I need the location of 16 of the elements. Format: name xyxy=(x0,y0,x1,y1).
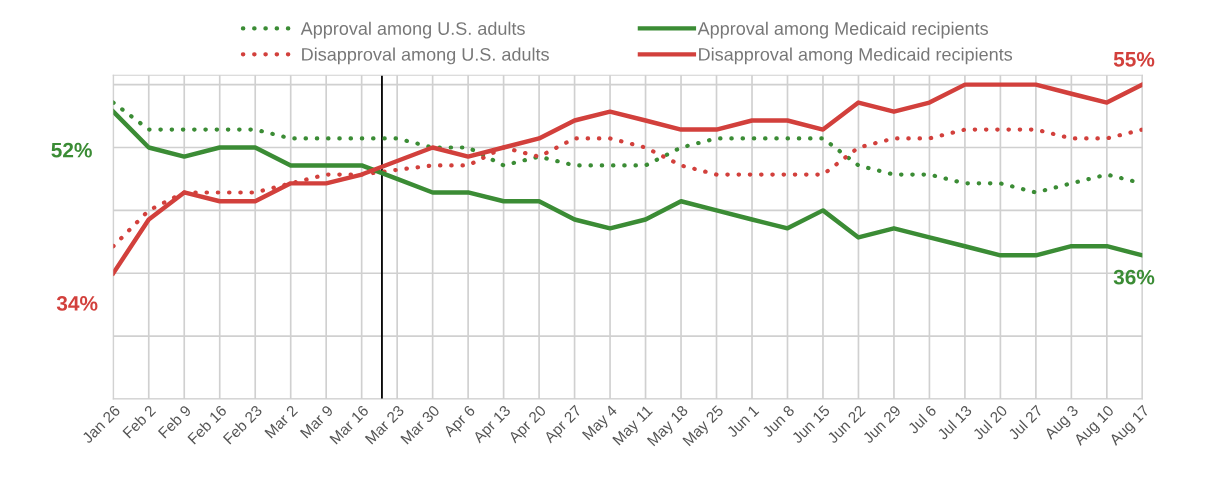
annotation: 34% xyxy=(56,296,98,311)
legend-label: Disapproval among Medicaid recipients xyxy=(699,47,1013,65)
x-tick-label: Mar 2 xyxy=(264,404,299,439)
x-tick-label: Feb 2 xyxy=(122,404,157,439)
x-tick-label: Jul 13 xyxy=(936,404,973,441)
x-tick-label: Jul 6 xyxy=(906,404,937,435)
x-tick-label: Jul 20 xyxy=(971,404,1008,441)
legend-label: Approval among Medicaid recipients xyxy=(697,21,988,39)
annotation: 55% xyxy=(1113,51,1155,67)
x-tick-label: Jul 27 xyxy=(1007,404,1044,441)
annotation: 36% xyxy=(1113,269,1155,285)
x-tick-label: Jun 1 xyxy=(726,404,760,439)
annotation: 52% xyxy=(51,142,92,158)
x-tick-label: Jan 26 xyxy=(81,404,121,445)
legend-label: Approval among U.S. adults xyxy=(300,21,525,39)
legend-label: Disapproval among U.S. adults xyxy=(302,47,549,65)
